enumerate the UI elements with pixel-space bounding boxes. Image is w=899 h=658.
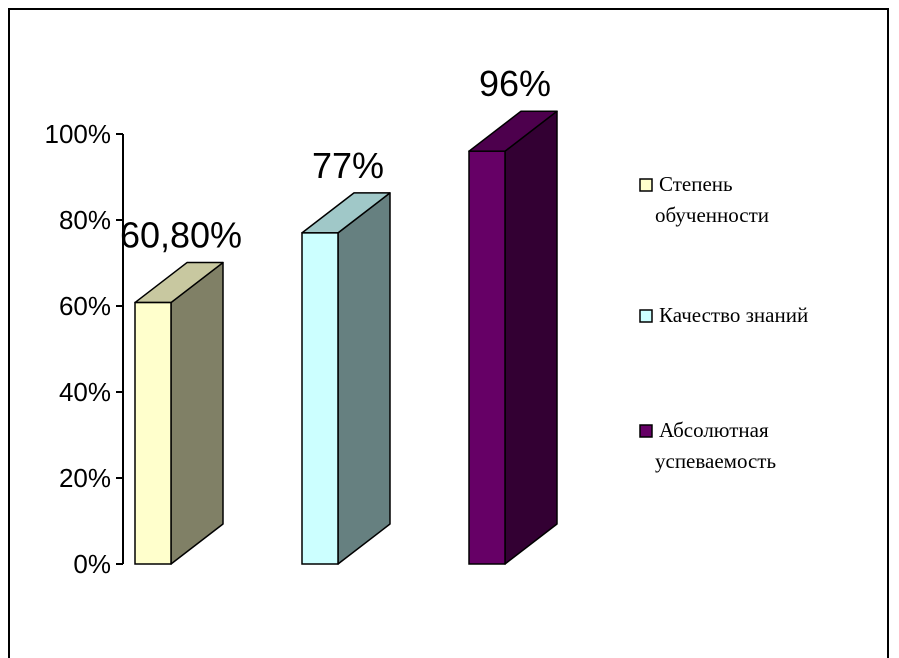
chart-frame <box>8 8 889 658</box>
y-tick-label: 100% <box>45 119 112 149</box>
bar-side <box>337 192 391 565</box>
y-tick-label: 80% <box>59 205 111 235</box>
y-tick-label: 20% <box>59 463 111 493</box>
legend-swatch <box>639 309 653 323</box>
data-label: 77% <box>312 145 384 186</box>
legend-label: обученности <box>655 203 769 227</box>
bar <box>301 232 339 565</box>
y-tick-label: 60% <box>59 291 111 321</box>
legend-swatch <box>639 424 653 438</box>
bar-side <box>170 261 224 565</box>
y-tick-label: 40% <box>59 377 111 407</box>
legend-label: Степень <box>659 172 733 196</box>
y-tick-label: 0% <box>73 549 111 579</box>
data-label: 60,80% <box>120 215 242 256</box>
data-label: 96% <box>479 63 551 104</box>
bar <box>134 301 172 565</box>
legend-label: Абсолютная <box>659 418 769 442</box>
legend-label: успеваемость <box>655 449 776 473</box>
bar-side <box>504 110 558 565</box>
legend-label: Качество знаний <box>659 303 808 327</box>
bar <box>468 150 506 565</box>
legend-swatch <box>639 178 653 192</box>
